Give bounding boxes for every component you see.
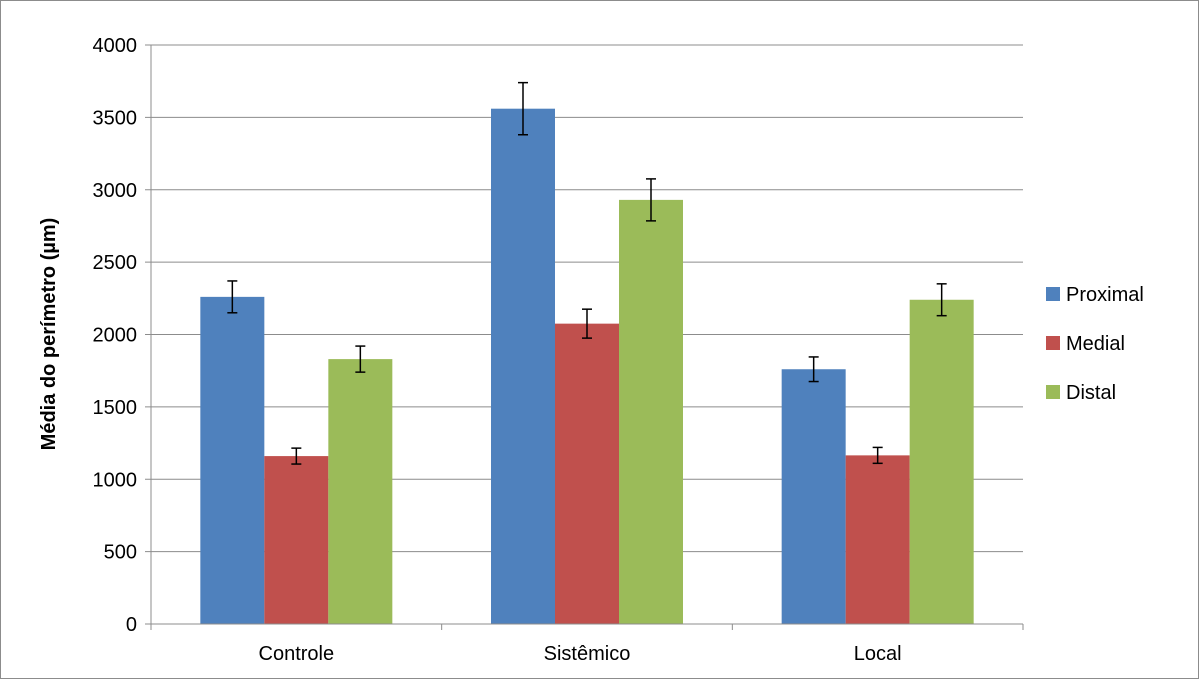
bar-distal-sistêmico bbox=[619, 199, 683, 624]
error-bars bbox=[227, 81, 947, 465]
x-tick-label: Local bbox=[854, 643, 902, 665]
legend-label-medial: Medial bbox=[1066, 333, 1125, 355]
y-tick-label: 4000 bbox=[93, 35, 138, 57]
legend-label-proximal: Proximal bbox=[1066, 284, 1144, 306]
y-tick-label: 3500 bbox=[93, 107, 138, 129]
legend-swatch-proximal bbox=[1046, 287, 1060, 301]
y-tick-label: 1000 bbox=[93, 469, 138, 491]
bar-medial-sistêmico bbox=[555, 323, 619, 624]
x-tick-label: Controle bbox=[259, 643, 335, 665]
bar-distal-controle bbox=[328, 359, 393, 624]
legend-swatch-medial bbox=[1046, 336, 1060, 350]
bar-proximal-controle bbox=[200, 296, 265, 624]
y-axis-title: Média do perímetro (µm) bbox=[38, 218, 60, 451]
y-tick-label: 1500 bbox=[93, 397, 138, 419]
bars bbox=[200, 108, 974, 624]
legend: Proximal Medial Distal bbox=[1046, 284, 1144, 404]
bar-proximal-sistêmico bbox=[491, 108, 555, 624]
x-tick-label: Sistêmico bbox=[544, 643, 631, 665]
y-tick-label: 3000 bbox=[93, 180, 138, 202]
bar-medial-controle bbox=[264, 456, 329, 624]
y-tick-label: 500 bbox=[104, 542, 137, 564]
legend-label-distal: Distal bbox=[1066, 382, 1116, 404]
bar-proximal-local bbox=[781, 369, 846, 624]
legend-swatch-distal bbox=[1046, 385, 1060, 399]
y-tick-label: 2000 bbox=[93, 325, 138, 347]
x-axis-ticks: Controle Sistêmico Local bbox=[150, 624, 1024, 665]
y-axis-ticks: 0 500 1000 1500 2000 2500 3000 3500 4000 bbox=[93, 35, 138, 636]
bar-distal-local bbox=[909, 299, 974, 624]
bar-medial-local bbox=[845, 455, 910, 624]
y-tick-label: 0 bbox=[126, 614, 137, 636]
y-tick-label: 2500 bbox=[93, 252, 138, 274]
